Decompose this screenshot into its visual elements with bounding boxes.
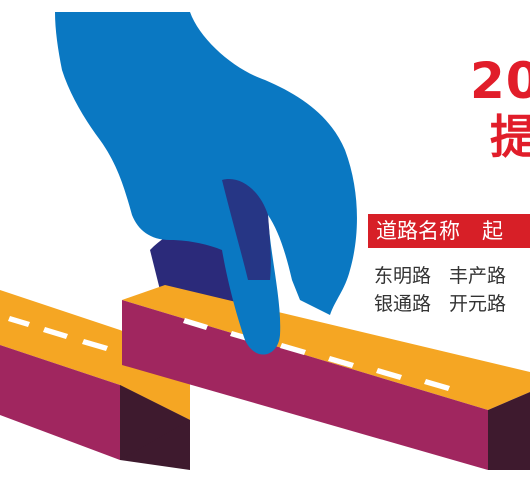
column-header-start: 起: [482, 219, 503, 243]
column-header-road-name: 道路名称: [376, 219, 460, 243]
left-road-block: [0, 290, 190, 470]
table-cell: 东明路: [374, 265, 432, 287]
glove-icon: [55, 12, 357, 355]
right-road-block: [122, 285, 530, 470]
road-table: 东明路 丰产路 银通路 开元路: [374, 262, 506, 318]
table-row: 银通路 开元路: [374, 290, 506, 318]
table-cell: 银通路: [374, 293, 432, 315]
headline: 20 提: [470, 56, 530, 160]
table-row: 东明路 丰产路: [374, 262, 506, 290]
table-cell: 开元路: [449, 293, 507, 315]
headline-line-2: 提: [490, 110, 530, 164]
table-cell: 丰产路: [449, 265, 507, 287]
glove-finger-shade: [222, 179, 271, 280]
headline-line-1: 20: [470, 52, 530, 110]
table-header-bar: 道路名称起: [368, 214, 530, 248]
left-road-lane-marks: [8, 316, 108, 351]
